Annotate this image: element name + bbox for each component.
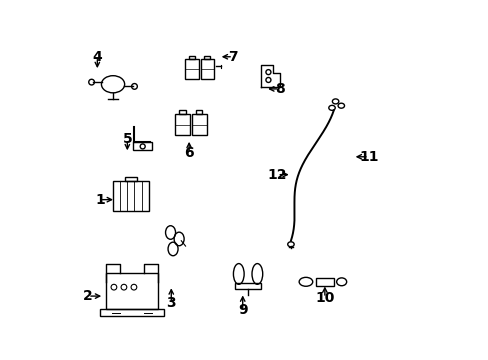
Bar [100,309,164,316]
Bar [106,273,158,309]
Text: 12: 12 [267,168,286,182]
Bar [234,283,261,289]
Bar [175,114,190,135]
Bar [132,143,152,150]
Bar [191,114,206,135]
Bar [189,56,195,59]
Text: 1: 1 [95,193,104,207]
Bar [200,59,214,79]
Bar [315,278,333,286]
Text: 11: 11 [358,150,378,164]
Text: 8: 8 [274,82,284,96]
Text: 7: 7 [228,50,237,64]
Bar [196,111,202,114]
Text: 5: 5 [122,132,132,146]
Text: 9: 9 [238,303,247,318]
Bar [204,56,210,59]
Text: 10: 10 [315,291,334,305]
Text: 2: 2 [83,289,93,303]
Bar [179,111,185,114]
Text: 4: 4 [92,50,102,64]
Text: 3: 3 [166,296,176,310]
Text: 6: 6 [184,146,194,160]
Bar [124,177,137,181]
Bar [185,59,199,79]
